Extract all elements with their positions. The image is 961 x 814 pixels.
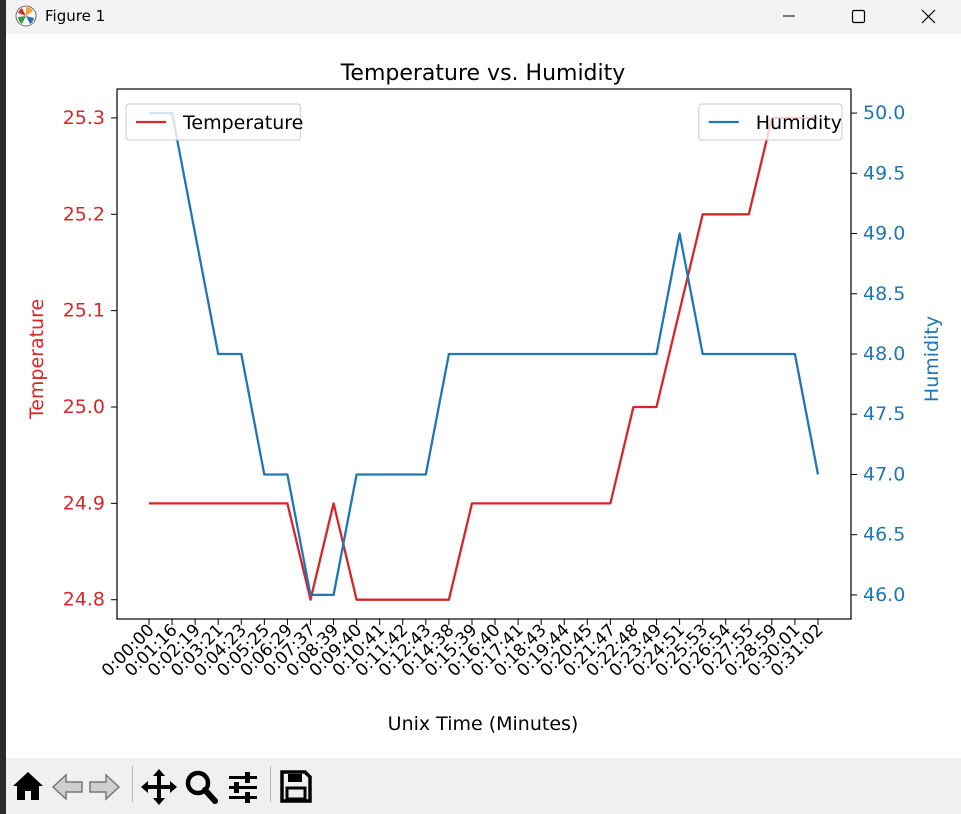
plot-area[interactable]: 0:00:000:01:160:02:190:03:210:04:230:05:… (63, 88, 906, 681)
home-icon (13, 772, 43, 800)
save-button[interactable] (278, 766, 314, 806)
magnifier-icon (185, 770, 218, 804)
pan-button[interactable] (141, 766, 177, 806)
window-title: Figure 1 (45, 7, 106, 25)
minimize-button[interactable] (765, 0, 811, 34)
zoom-button[interactable] (183, 766, 219, 806)
sliders-icon (229, 772, 257, 803)
y-axis-left-label: Temperature (26, 299, 48, 420)
y-right-tick-label: 47.5 (863, 403, 905, 425)
y-right-tick-label: 48.5 (863, 283, 905, 305)
y-left-tick-label: 25.0 (63, 396, 105, 418)
y-axis-right-label: Humidity (921, 316, 943, 402)
series-line-temperature (149, 116, 818, 601)
legend-box (698, 103, 843, 141)
y-right-tick-label: 46.5 (863, 524, 905, 546)
floppy-icon (280, 770, 312, 803)
toolbar-separator (270, 766, 271, 802)
y-left-tick-label: 25.1 (63, 300, 105, 322)
close-icon (921, 9, 936, 24)
y-right-tick-label: 46.0 (863, 584, 905, 606)
arrow-right-icon (89, 773, 121, 801)
y-right-tick-label: 49.5 (863, 162, 905, 184)
arrow-left-icon (51, 773, 83, 801)
legend-label: Humidity (756, 112, 842, 134)
legend-box (125, 103, 301, 141)
y-right-tick-label: 49.0 (863, 223, 905, 245)
legend-humidity[interactable]: Humidity (698, 103, 843, 141)
home-button[interactable] (10, 766, 46, 806)
back-button[interactable] (50, 766, 86, 806)
maximize-icon (851, 9, 866, 24)
background-window-edge (0, 0, 6, 814)
y-left-tick-label: 24.8 (63, 589, 105, 611)
legend-label: Temperature (182, 112, 303, 134)
forward-button[interactable] (86, 766, 122, 806)
matplotlib-logo-icon (15, 5, 37, 27)
move-icon (141, 769, 177, 805)
y-right-tick-label: 47.0 (863, 463, 905, 485)
toolbar-separator (132, 766, 133, 802)
y-right-tick-label: 50.0 (863, 102, 905, 124)
minimize-icon (783, 15, 795, 17)
figure-canvas[interactable]: Temperature vs. Humidity 0:00:000:01:160… (6, 34, 961, 758)
navigation-toolbar (6, 758, 961, 814)
title-bar[interactable]: Figure 1 (6, 0, 961, 34)
y-left-tick-label: 25.3 (63, 107, 105, 129)
series-line-humidity (149, 111, 820, 597)
x-axis-label: Unix Time (Minutes) (388, 713, 579, 735)
chart-title: Temperature vs. Humidity (340, 61, 626, 86)
maximize-button[interactable] (835, 0, 881, 34)
y-right-tick-label: 48.0 (863, 343, 905, 365)
legend-temperature[interactable]: Temperature (125, 103, 303, 141)
configure-subplots-button[interactable] (225, 766, 261, 806)
close-button[interactable] (905, 0, 951, 34)
y-left-tick-label: 24.9 (63, 492, 105, 514)
y-left-tick-label: 25.2 (63, 203, 105, 225)
